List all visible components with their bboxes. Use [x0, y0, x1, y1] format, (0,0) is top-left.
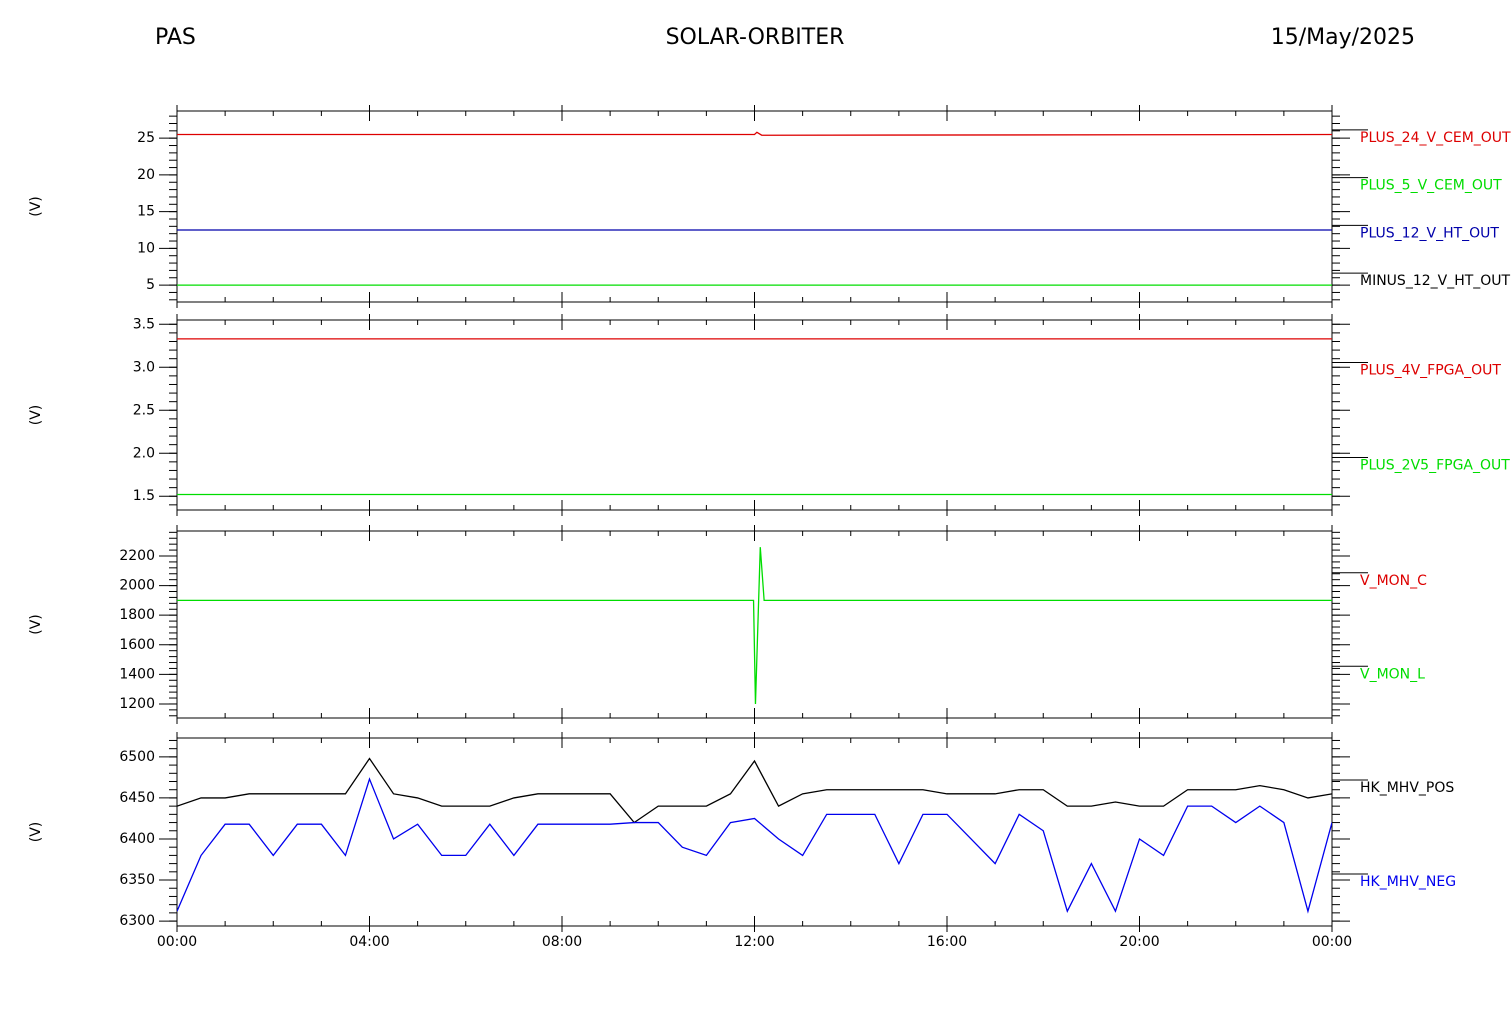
- x-tick-label: 08:00: [542, 934, 582, 950]
- series-line: [177, 547, 1332, 704]
- y-tick-label: 6450: [119, 790, 155, 806]
- y-tick-label: 10: [137, 240, 155, 256]
- y-tick-label: 15: [137, 204, 155, 220]
- y-tick-label: 2000: [119, 578, 155, 594]
- y-tick-label: 6300: [119, 913, 155, 929]
- y-tick-label: 25: [137, 130, 155, 146]
- y-axis-label: (V): [28, 614, 44, 635]
- plot-area: [177, 757, 1332, 914]
- plot-frame: [176, 737, 1333, 927]
- legend-label: PLUS_4V_FPGA_OUT: [1360, 363, 1501, 379]
- plot-frame: [176, 319, 1333, 511]
- x-tick-label: 20:00: [1119, 934, 1159, 950]
- y-tick-label: 3.0: [133, 359, 155, 375]
- series-line: [177, 131, 1332, 136]
- y-axis-label: (V): [28, 196, 44, 217]
- plot-area: [177, 338, 1332, 496]
- legend-label: MINUS_12_V_HT_OUT: [1360, 273, 1511, 289]
- x-tick-label: 12:00: [734, 934, 774, 950]
- y-tick-label: 1.5: [133, 488, 155, 504]
- y-tick-label: 2200: [119, 548, 155, 564]
- legend-label: PLUS_24_V_CEM_OUT: [1360, 130, 1511, 146]
- legend-label: PLUS_12_V_HT_OUT: [1360, 225, 1499, 241]
- y-tick-label: 5: [146, 277, 155, 293]
- y-tick-label: 1800: [119, 607, 155, 623]
- legend-label: V_MON_C: [1360, 573, 1427, 589]
- y-tick-label: 6400: [119, 831, 155, 847]
- plot-area: [177, 131, 1332, 286]
- x-tick-label: 00:00: [157, 934, 197, 950]
- header-left: PAS: [155, 25, 196, 50]
- x-tick-label: 00:00: [1312, 934, 1352, 950]
- legend-label: HK_MHV_POS: [1360, 780, 1454, 796]
- plot-area: [177, 547, 1332, 704]
- x-tick-label: 04:00: [349, 934, 389, 950]
- y-tick-label: 3.5: [133, 316, 155, 332]
- header-center: SOLAR-ORBITER: [666, 25, 845, 50]
- y-tick-label: 1400: [119, 666, 155, 682]
- y-tick-label: 6350: [119, 872, 155, 888]
- y-tick-label: 1200: [119, 696, 155, 712]
- y-tick-label: 2.0: [133, 445, 155, 461]
- legend-label: V_MON_L: [1360, 666, 1425, 682]
- x-tick-label: 16:00: [927, 934, 967, 950]
- y-tick-label: 2.5: [133, 402, 155, 418]
- series-line: [177, 777, 1332, 914]
- header-right: 15/May/2025: [1271, 25, 1415, 50]
- plot-frame: [176, 110, 1333, 303]
- y-tick-label: 1600: [119, 637, 155, 653]
- y-tick-label: 20: [137, 167, 155, 183]
- series-line: [177, 757, 1332, 824]
- y-axis-label: (V): [28, 822, 44, 843]
- legend-label: PLUS_5_V_CEM_OUT: [1360, 178, 1502, 194]
- y-tick-label: 6500: [119, 749, 155, 765]
- legend-label: HK_MHV_NEG: [1360, 874, 1456, 890]
- y-axis-label: (V): [28, 405, 44, 426]
- legend-label: PLUS_2V5_FPGA_OUT: [1360, 458, 1510, 474]
